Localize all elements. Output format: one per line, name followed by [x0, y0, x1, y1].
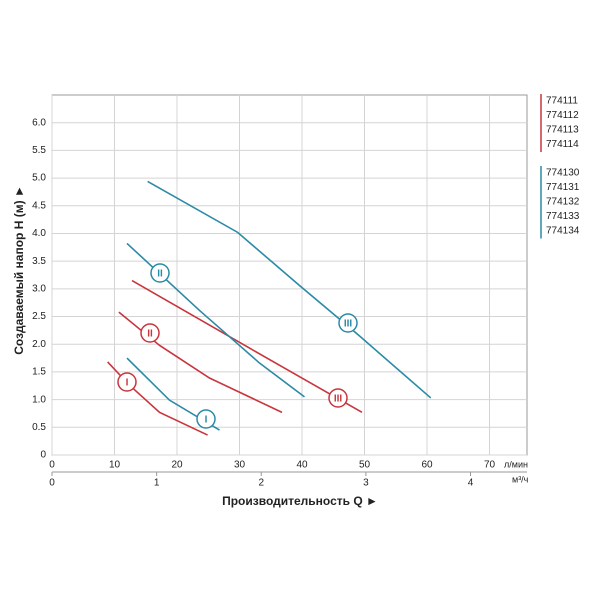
curve-label-circle [338, 313, 358, 333]
legend-item: 774130 [546, 168, 580, 179]
legend-item: 774111 [546, 96, 578, 107]
x2-tick-label: 0 [49, 478, 55, 489]
x-unit: л/мин [504, 459, 528, 469]
curve-label-circle [117, 372, 137, 392]
curve [147, 180, 432, 399]
x2-tick-label: 1 [154, 478, 160, 489]
legend-item: 774133 [546, 211, 580, 222]
y-tick-label: 1.5 [32, 367, 46, 378]
legend-item: 774112 [546, 110, 579, 121]
x-tick-label: 0 [49, 460, 55, 471]
legend-item: 774131 [546, 182, 580, 193]
x-tick-label: 30 [234, 460, 246, 471]
y-tick-label: 3.0 [32, 283, 46, 294]
curve-label: III [334, 394, 343, 405]
x-tick-label: 20 [171, 460, 183, 471]
curve-label: I [126, 378, 129, 389]
x-tick-label: 40 [296, 460, 308, 471]
legend-item: 774113 [546, 125, 579, 136]
y-tick-label: 6.0 [32, 117, 46, 128]
y-tick-label: 0 [40, 450, 46, 461]
y-tick-label: 1.0 [32, 394, 46, 405]
plot-frame [51, 94, 528, 456]
x2-tick-label: 2 [258, 478, 264, 489]
curve-label-circle [140, 323, 160, 343]
y-tick-label: 5.0 [32, 173, 46, 184]
y-axis-title: Создаваемый напор H (м) ► [12, 185, 26, 355]
y-tick-label: 5.5 [32, 145, 46, 156]
curve-label: II [147, 329, 153, 340]
curve-label: III [344, 319, 353, 330]
y-tick-label: 0.5 [32, 422, 46, 433]
x-tick-label: 60 [421, 460, 433, 471]
curve-label-circle [150, 263, 170, 283]
curve-label: II [157, 269, 163, 280]
y-tick-label: 2.0 [32, 339, 46, 350]
curve-label: I [205, 415, 208, 426]
y-tick-label: 4.0 [32, 228, 46, 239]
x2-tick-label: 3 [363, 478, 369, 489]
y-tick-label: 2.5 [32, 311, 46, 322]
curve-label-circle [328, 388, 348, 408]
y-tick-label: 3.5 [32, 256, 46, 267]
legend-item: 774114 [546, 139, 579, 150]
curve [131, 279, 363, 414]
x-tick-label: 10 [109, 460, 121, 471]
x-tick-label: 70 [484, 460, 496, 471]
x2-tick-label: 4 [468, 478, 474, 489]
x-axis-title: Производительность Q ► [222, 494, 378, 508]
legend-item: 774132 [546, 197, 580, 208]
x-tick-label: 50 [359, 460, 371, 471]
curve [107, 361, 208, 436]
curve [118, 311, 283, 414]
curve-label-circle [196, 409, 216, 429]
x2-unit: м³/ч [512, 474, 529, 484]
legend-item: 774134 [546, 226, 580, 237]
y-tick-label: 4.5 [32, 200, 46, 211]
